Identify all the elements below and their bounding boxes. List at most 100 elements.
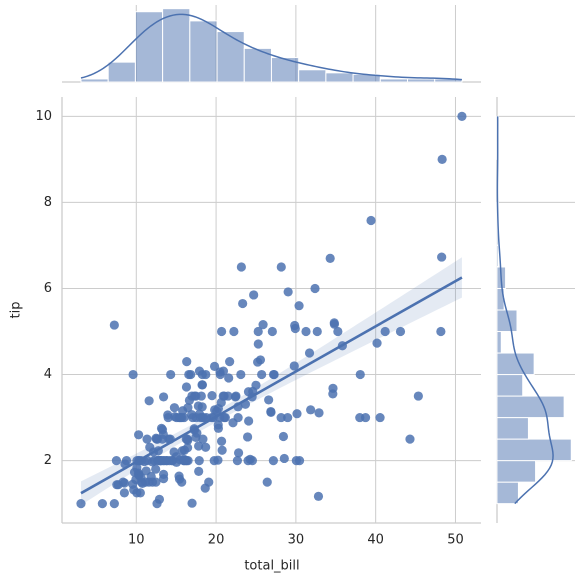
- scatter-point: [182, 357, 192, 367]
- scatter-point: [437, 252, 447, 262]
- y-tick-label: 6: [44, 281, 52, 296]
- scatter-point: [294, 301, 304, 311]
- scatter-point: [229, 326, 239, 337]
- scatter-point: [157, 434, 167, 444]
- x-axis-label: total_bill: [244, 559, 299, 574]
- scatter-point: [197, 380, 207, 390]
- scatter-point: [267, 326, 277, 337]
- scatter-point: [457, 111, 467, 121]
- scatter-point: [253, 326, 263, 337]
- scatter-point: [207, 391, 217, 401]
- scatter-point: [97, 499, 107, 509]
- histogram-bar: [496, 331, 502, 354]
- scatter-point: [291, 456, 301, 466]
- scatter-point: [236, 369, 246, 380]
- regression-line: [80, 276, 463, 495]
- x-tick-label: 50: [447, 533, 464, 548]
- scatter-point: [258, 320, 268, 330]
- scatter-point: [196, 391, 206, 401]
- histogram-bar: [325, 72, 354, 83]
- scatter-point: [181, 382, 192, 392]
- histogram-bar: [107, 61, 136, 83]
- scatter-point: [238, 298, 248, 309]
- scatter-point: [233, 448, 244, 458]
- kde-curve: [496, 116, 554, 505]
- scatter-point: [144, 396, 154, 406]
- y-axis-label: tip: [9, 302, 24, 319]
- scatter-point: [169, 447, 179, 457]
- x-tick-label: 30: [288, 533, 305, 548]
- scatter-point: [187, 498, 197, 508]
- scatter-point: [437, 154, 447, 164]
- scatter-point: [194, 441, 204, 451]
- scatter-point: [218, 391, 228, 401]
- scatter-point: [209, 361, 220, 371]
- scatter-point: [372, 338, 382, 348]
- scatter-point: [132, 488, 142, 498]
- y-tick-label: 4: [44, 367, 52, 382]
- scatter-point: [329, 319, 340, 329]
- scatter-point: [109, 499, 119, 509]
- histogram-bar: [496, 481, 519, 505]
- scatter-point: [152, 499, 162, 509]
- scatter-point: [313, 491, 324, 501]
- scatter-point: [194, 456, 204, 466]
- scatter-point: [181, 434, 191, 444]
- scatter-point: [279, 453, 289, 464]
- scatter-point: [257, 369, 267, 380]
- scatter-point: [201, 369, 211, 380]
- scatter-point: [216, 436, 227, 446]
- scatter-point: [216, 326, 227, 337]
- scatter-point: [314, 408, 324, 418]
- scatter-point: [201, 442, 211, 452]
- scatter-point: [328, 383, 338, 393]
- scatter-point: [157, 425, 168, 435]
- histogram-bar: [496, 244, 499, 268]
- scatter-point: [197, 402, 207, 412]
- scatter-point: [215, 369, 225, 380]
- scatter-point: [262, 477, 272, 487]
- scatter-point: [236, 262, 246, 272]
- histogram-bar: [379, 78, 409, 83]
- scatter-point: [306, 405, 316, 415]
- scatter-point: [129, 467, 140, 477]
- histogram-bar: [134, 11, 164, 83]
- confidence-band: [80, 257, 462, 506]
- scatter-point: [163, 412, 173, 423]
- histogram-bar: [80, 78, 109, 83]
- histogram-bar: [216, 31, 245, 83]
- scatter-point: [269, 369, 279, 380]
- scatter-point: [128, 369, 138, 380]
- scatter-point: [289, 361, 299, 371]
- scatter-point: [253, 339, 263, 349]
- histogram-bar: [496, 460, 537, 483]
- histogram-bar: [496, 417, 529, 440]
- scatter-point: [119, 488, 129, 498]
- scatter-point: [177, 477, 187, 487]
- histogram-bar: [496, 374, 524, 397]
- scatter-point: [225, 357, 235, 367]
- x-tick-label: 40: [367, 533, 384, 548]
- y-tick-label: 8: [44, 195, 52, 210]
- scatter-point: [360, 412, 371, 423]
- scatter-point: [283, 412, 293, 423]
- histogram-bar: [407, 78, 436, 83]
- y-tick-label: 2: [44, 453, 52, 468]
- scatter-point: [142, 434, 152, 444]
- scatter-point: [413, 391, 423, 401]
- scatter-point: [243, 456, 253, 466]
- x-tick-label: 20: [208, 533, 225, 548]
- histogram-bar: [189, 20, 218, 83]
- scatter-point: [134, 430, 144, 440]
- scatter-point: [436, 326, 446, 337]
- scatter-point: [283, 287, 293, 297]
- scatter-point: [209, 456, 219, 466]
- scatter-point: [405, 434, 415, 444]
- scatter-point: [355, 369, 365, 380]
- scatter-point: [276, 412, 286, 423]
- scatter-point: [380, 326, 390, 337]
- scatter-point: [155, 456, 165, 466]
- scatter-point: [109, 320, 119, 330]
- scatter-point: [191, 412, 201, 423]
